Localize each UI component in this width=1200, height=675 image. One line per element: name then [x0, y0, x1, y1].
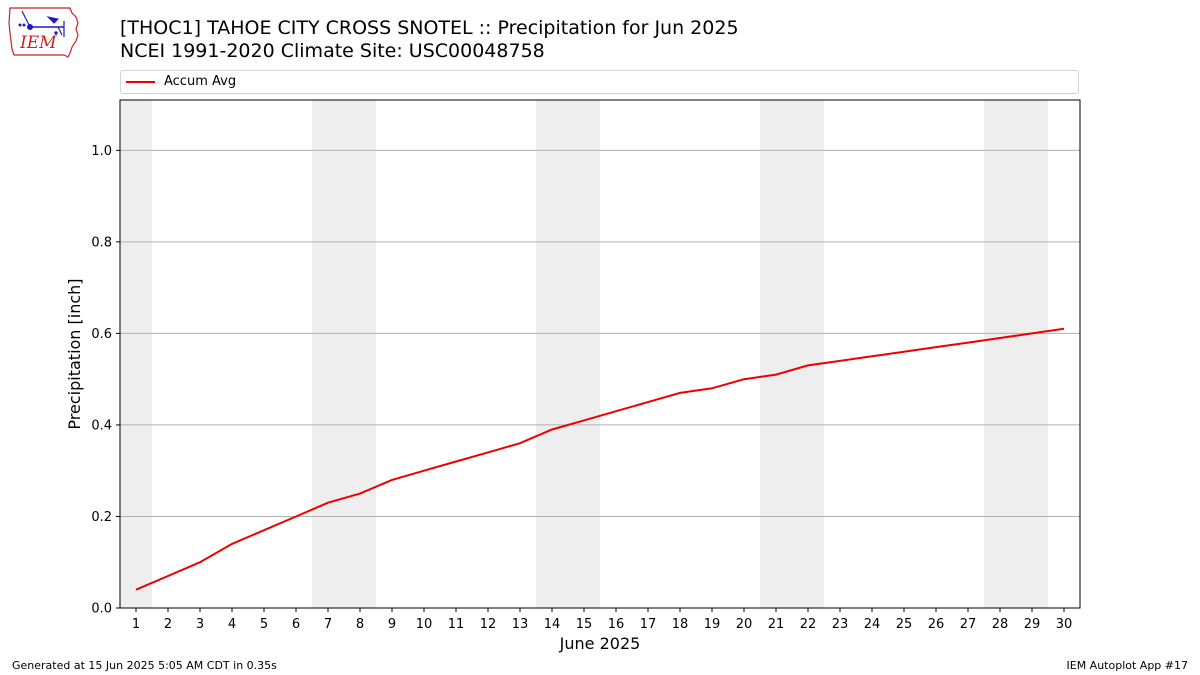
iowa-outline-icon [8, 7, 79, 58]
x-tick-label: 8 [356, 617, 364, 632]
legend: Accum Avg [120, 70, 1079, 94]
y-tick-label: 0.6 [91, 327, 112, 342]
weather-station-icon [18, 10, 65, 37]
x-tick-label: 11 [448, 617, 465, 632]
x-tick-label: 17 [640, 617, 657, 632]
x-tick-label: 3 [196, 617, 204, 632]
iem-logo: IEM [8, 7, 79, 58]
y-axis-label: Precipitation [inch] [65, 278, 84, 429]
x-tick-label: 2 [164, 617, 172, 632]
x-tick-label: 25 [896, 617, 913, 632]
x-tick-label: 22 [800, 617, 817, 632]
x-tick-label: 13 [512, 617, 529, 632]
x-tick-label: 27 [960, 617, 977, 632]
weekend-band [120, 100, 152, 608]
logo-text: IEM [19, 33, 57, 53]
x-tick-label: 6 [292, 617, 300, 632]
x-tick-label: 24 [864, 617, 881, 632]
weekend-band [536, 100, 600, 608]
x-tick-label: 29 [1024, 617, 1041, 632]
x-tick-label: 1 [132, 617, 140, 632]
x-tick-label: 16 [608, 617, 625, 632]
generated-footer: Generated at 15 Jun 2025 5:05 AM CDT in … [12, 659, 277, 672]
weekend-band [984, 100, 1048, 608]
y-tick-label: 0.2 [91, 510, 112, 525]
y-tick-label: 1.0 [91, 144, 112, 159]
x-tick-label: 9 [388, 617, 396, 632]
x-tick-label: 28 [992, 617, 1009, 632]
plot-frame [119, 99, 1081, 609]
weekend-band [760, 100, 824, 608]
x-tick-label: 30 [1056, 617, 1073, 632]
x-tick-label: 18 [672, 617, 689, 632]
legend-swatch-accum-avg [126, 81, 155, 83]
x-axis-label: June 2025 [559, 634, 641, 653]
x-tick-label: 19 [704, 617, 721, 632]
y-tick-label: 0.0 [91, 602, 112, 617]
x-tick-label: 20 [736, 617, 753, 632]
series-line-accum-avg [135, 327, 1065, 591]
x-tick-label: 23 [832, 617, 849, 632]
legend-label-accum-avg: Accum Avg [164, 74, 237, 89]
y-tick-label: 0.4 [91, 418, 112, 433]
app-footer: IEM Autoplot App #17 [1066, 659, 1189, 672]
x-tick-label: 15 [576, 617, 593, 632]
weekend-band [312, 100, 376, 608]
x-tick-label: 7 [324, 617, 332, 632]
x-tick-label: 4 [228, 617, 236, 632]
x-tick-label: 26 [928, 617, 945, 632]
x-tick-label: 5 [260, 617, 268, 632]
x-tick-label: 14 [544, 617, 561, 632]
x-tick-label: 10 [416, 617, 433, 632]
chart-subtitle: NCEI 1991-2020 Climate Site: USC00048758 [120, 40, 545, 62]
x-tick-label: 21 [768, 617, 785, 632]
x-tick-label: 12 [480, 617, 497, 632]
y-tick-label: 0.8 [91, 235, 112, 250]
chart-title: [THOC1] TAHOE CITY CROSS SNOTEL :: Preci… [120, 17, 739, 39]
